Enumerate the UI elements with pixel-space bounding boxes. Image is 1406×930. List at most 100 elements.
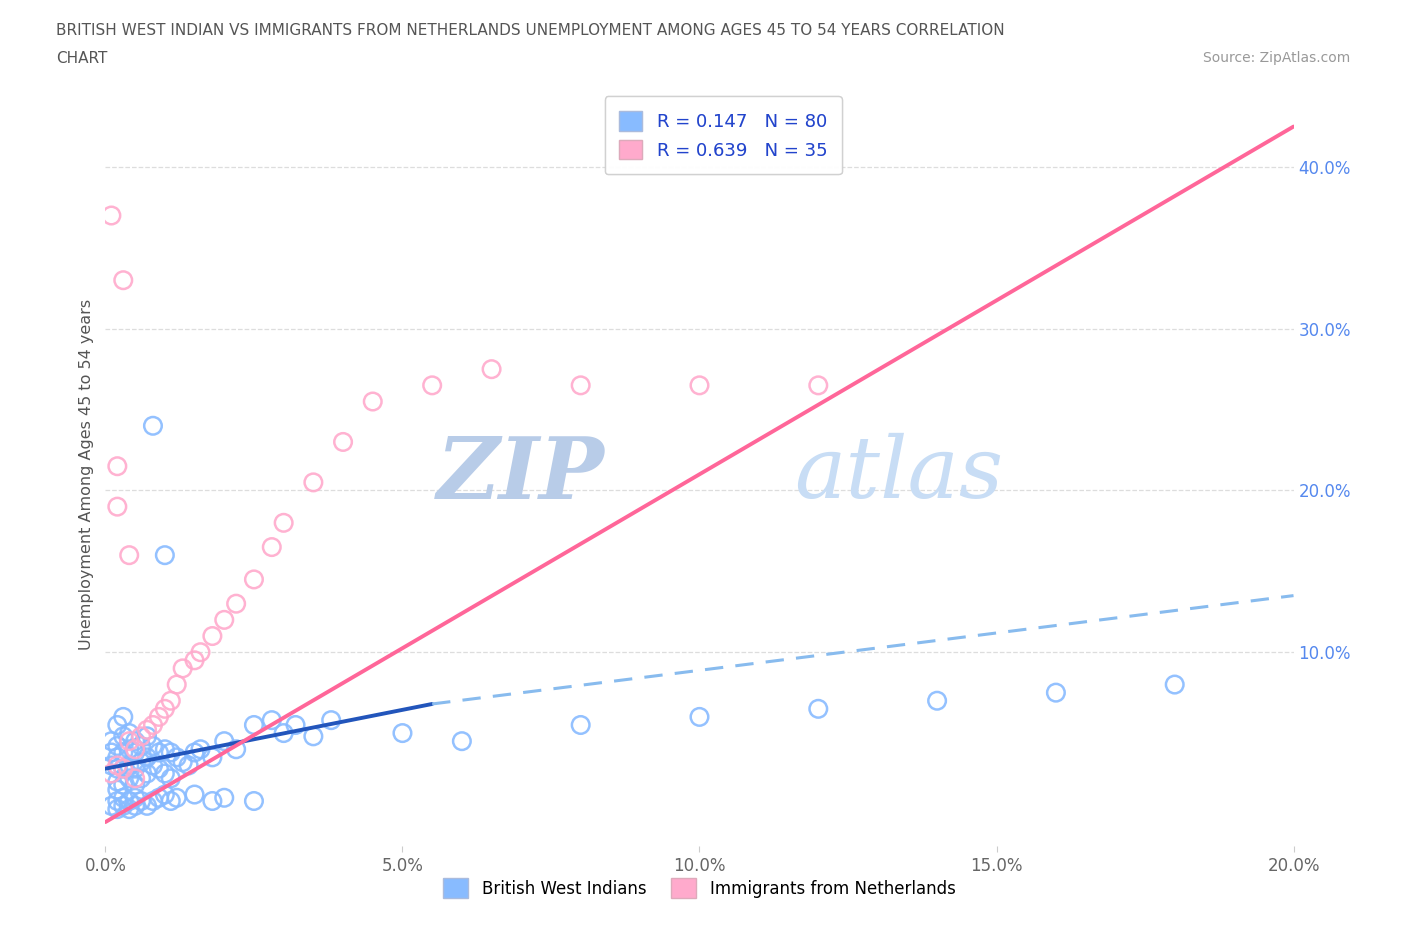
Point: [260, 539, 283, 554]
Point: [214, 613, 236, 628]
Text: ZIP: ZIP: [437, 432, 605, 516]
Point: [201, 629, 224, 644]
Point: [391, 725, 413, 740]
Point: [1164, 677, 1187, 692]
Point: [569, 378, 592, 392]
Point: [136, 799, 159, 814]
Point: [124, 734, 146, 749]
Point: [243, 718, 266, 733]
Point: [159, 793, 181, 808]
Point: [142, 793, 165, 808]
Point: [302, 729, 325, 744]
Point: [136, 766, 159, 781]
Point: [273, 725, 295, 740]
Point: [142, 718, 165, 733]
Point: [148, 710, 170, 724]
Point: [100, 734, 122, 749]
Point: [243, 572, 266, 587]
Point: [112, 729, 135, 744]
Point: [118, 734, 141, 749]
Point: [153, 787, 176, 802]
Point: [302, 475, 325, 490]
Point: [100, 766, 122, 781]
Point: [105, 750, 128, 764]
Point: [166, 750, 188, 764]
Point: [689, 378, 711, 392]
Point: [118, 725, 141, 740]
Point: [450, 734, 472, 749]
Point: [214, 790, 236, 805]
Text: CHART: CHART: [56, 51, 108, 66]
Point: [100, 799, 122, 814]
Point: [112, 762, 135, 777]
Point: [124, 742, 146, 757]
Point: [100, 745, 122, 760]
Point: [105, 738, 128, 753]
Point: [183, 653, 205, 668]
Point: [118, 758, 141, 773]
Point: [153, 548, 176, 563]
Point: [124, 762, 146, 777]
Point: [190, 742, 212, 757]
Point: [273, 515, 295, 530]
Point: [148, 745, 170, 760]
Point: [124, 771, 146, 786]
Point: [569, 718, 592, 733]
Point: [177, 758, 200, 773]
Point: [183, 745, 205, 760]
Point: [481, 362, 503, 377]
Point: [689, 710, 711, 724]
Point: [112, 745, 135, 760]
Point: [321, 712, 343, 727]
Point: [105, 718, 128, 733]
Point: [112, 790, 135, 805]
Point: [105, 802, 128, 817]
Point: [159, 745, 181, 760]
Point: [172, 755, 194, 770]
Point: [105, 458, 128, 473]
Point: [260, 712, 283, 727]
Point: [136, 723, 159, 737]
Point: [112, 272, 135, 287]
Point: [225, 742, 247, 757]
Point: [112, 777, 135, 792]
Point: [153, 701, 176, 716]
Point: [166, 790, 188, 805]
Point: [183, 787, 205, 802]
Point: [105, 762, 128, 777]
Point: [129, 771, 152, 786]
Text: atlas: atlas: [794, 433, 1004, 515]
Point: [927, 693, 949, 708]
Legend: R = 0.147   N = 80, R = 0.639   N = 35: R = 0.147 N = 80, R = 0.639 N = 35: [605, 97, 842, 174]
Point: [1045, 685, 1067, 700]
Point: [190, 644, 212, 659]
Point: [142, 758, 165, 773]
Point: [129, 793, 152, 808]
Point: [112, 710, 135, 724]
Point: [124, 777, 146, 792]
Text: BRITISH WEST INDIAN VS IMMIGRANTS FROM NETHERLANDS UNEMPLOYMENT AMONG AGES 45 TO: BRITISH WEST INDIAN VS IMMIGRANTS FROM N…: [56, 23, 1005, 38]
Point: [142, 418, 165, 433]
Point: [118, 771, 141, 786]
Y-axis label: Unemployment Among Ages 45 to 54 years: Unemployment Among Ages 45 to 54 years: [79, 299, 94, 650]
Text: Source: ZipAtlas.com: Source: ZipAtlas.com: [1202, 51, 1350, 65]
Point: [112, 762, 135, 777]
Point: [361, 394, 384, 409]
Point: [172, 661, 194, 676]
Point: [105, 758, 128, 773]
Point: [112, 799, 135, 814]
Point: [807, 378, 830, 392]
Point: [153, 766, 176, 781]
Point: [100, 758, 122, 773]
Point: [105, 793, 128, 808]
Point: [105, 774, 128, 789]
Point: [124, 790, 146, 805]
Point: [118, 802, 141, 817]
Point: [332, 434, 354, 449]
Point: [159, 771, 181, 786]
Point: [159, 693, 181, 708]
Point: [807, 701, 830, 716]
Point: [153, 742, 176, 757]
Point: [129, 738, 152, 753]
Point: [118, 793, 141, 808]
